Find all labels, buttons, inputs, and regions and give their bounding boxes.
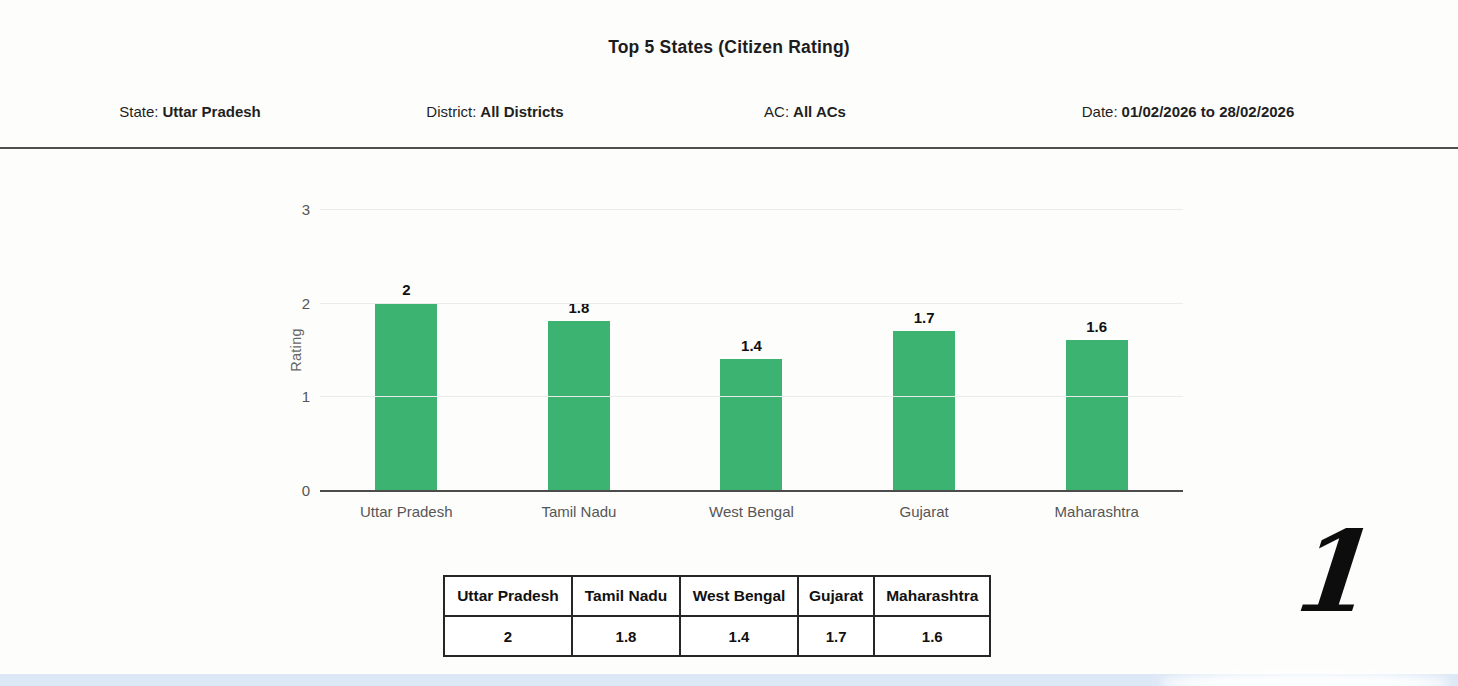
gridline (320, 396, 1183, 397)
table-header-cell: Maharashtra (874, 576, 990, 616)
bottom-bar (0, 674, 1458, 686)
gridline (320, 303, 1183, 304)
x-axis-label: West Bengal (665, 503, 838, 520)
y-tick-label: 1 (302, 389, 310, 404)
table-value-cell: 1.4 (680, 616, 798, 656)
table-header-row: Uttar PradeshTamil NaduWest BengalGujara… (444, 576, 990, 616)
filter-district-value: All Districts (480, 103, 563, 120)
bar-tamil-nadu (548, 321, 610, 490)
table-header-cell: Gujarat (798, 576, 874, 616)
y-tick-label: 3 (302, 202, 310, 217)
y-tick-label: 0 (302, 483, 310, 498)
filter-ac-value: All ACs (793, 103, 846, 120)
data-table: Uttar PradeshTamil NaduWest BengalGujara… (443, 575, 991, 657)
filter-state-value: Uttar Pradesh (162, 103, 260, 120)
x-axis-label: Gujarat (838, 503, 1011, 520)
table-header-cell: Tamil Nadu (572, 576, 680, 616)
filter-ac: AC:All ACs (764, 103, 846, 120)
table-value-cell: 2 (444, 616, 572, 656)
filter-state: State:Uttar Pradesh (119, 103, 261, 120)
bottom-bar-highlight (1160, 672, 1450, 686)
filter-district-label: District: (426, 103, 476, 120)
bar-value-label: 2 (402, 282, 410, 297)
x-axis-label: Tamil Nadu (493, 503, 666, 520)
filter-district: District:All Districts (426, 103, 563, 120)
filter-date-range: Date:01/02/2026 to 28/02/2026 (1082, 103, 1295, 120)
bar-slot: 1.8 (493, 209, 666, 490)
table-header-cell: West Bengal (680, 576, 798, 616)
table-header-cell: Uttar Pradesh (444, 576, 572, 616)
bar-gujarat (893, 331, 955, 490)
report-page: Top 5 States (Citizen Rating) State:Utta… (0, 0, 1458, 686)
x-axis-label: Maharashtra (1010, 503, 1183, 520)
y-tick-label: 2 (302, 295, 310, 310)
table-value-row: 21.81.41.71.6 (444, 616, 990, 656)
bar-west-bengal (720, 359, 782, 490)
header-divider (0, 147, 1458, 149)
filter-date-label: Date: (1082, 103, 1118, 120)
bar-value-label: 1.6 (1086, 319, 1107, 334)
page-title: Top 5 States (Citizen Rating) (0, 37, 1458, 58)
bar-maharashtra (1066, 340, 1128, 490)
bar-slot: 1.7 (838, 209, 1011, 490)
bar-slot: 1.6 (1010, 209, 1183, 490)
x-axis-line (320, 490, 1183, 492)
y-axis-title: Rating (288, 328, 304, 372)
bar-chart-plot-area: Rating 21.81.41.71.6 Uttar PradeshTamil … (320, 209, 1183, 490)
handwritten-annotation: 1 (1284, 516, 1370, 628)
table-value-cell: 1.6 (874, 616, 990, 656)
bar-slot: 1.4 (665, 209, 838, 490)
bars-container: 2 1.8 1.4 1.7 1.6 (320, 209, 1183, 490)
gridline (320, 209, 1183, 210)
bar-slot: 2 (320, 209, 493, 490)
filter-date-value: 01/02/2026 to 28/02/2026 (1122, 103, 1295, 120)
filter-state-label: State: (119, 103, 158, 120)
bar-value-label: 1.4 (741, 338, 762, 353)
bar-value-label: 1.7 (914, 310, 935, 325)
filter-ac-label: AC: (764, 103, 789, 120)
table-value-cell: 1.8 (572, 616, 680, 656)
x-axis-labels: Uttar PradeshTamil NaduWest BengalGujara… (320, 503, 1183, 520)
table-value-cell: 1.7 (798, 616, 874, 656)
x-axis-label: Uttar Pradesh (320, 503, 493, 520)
